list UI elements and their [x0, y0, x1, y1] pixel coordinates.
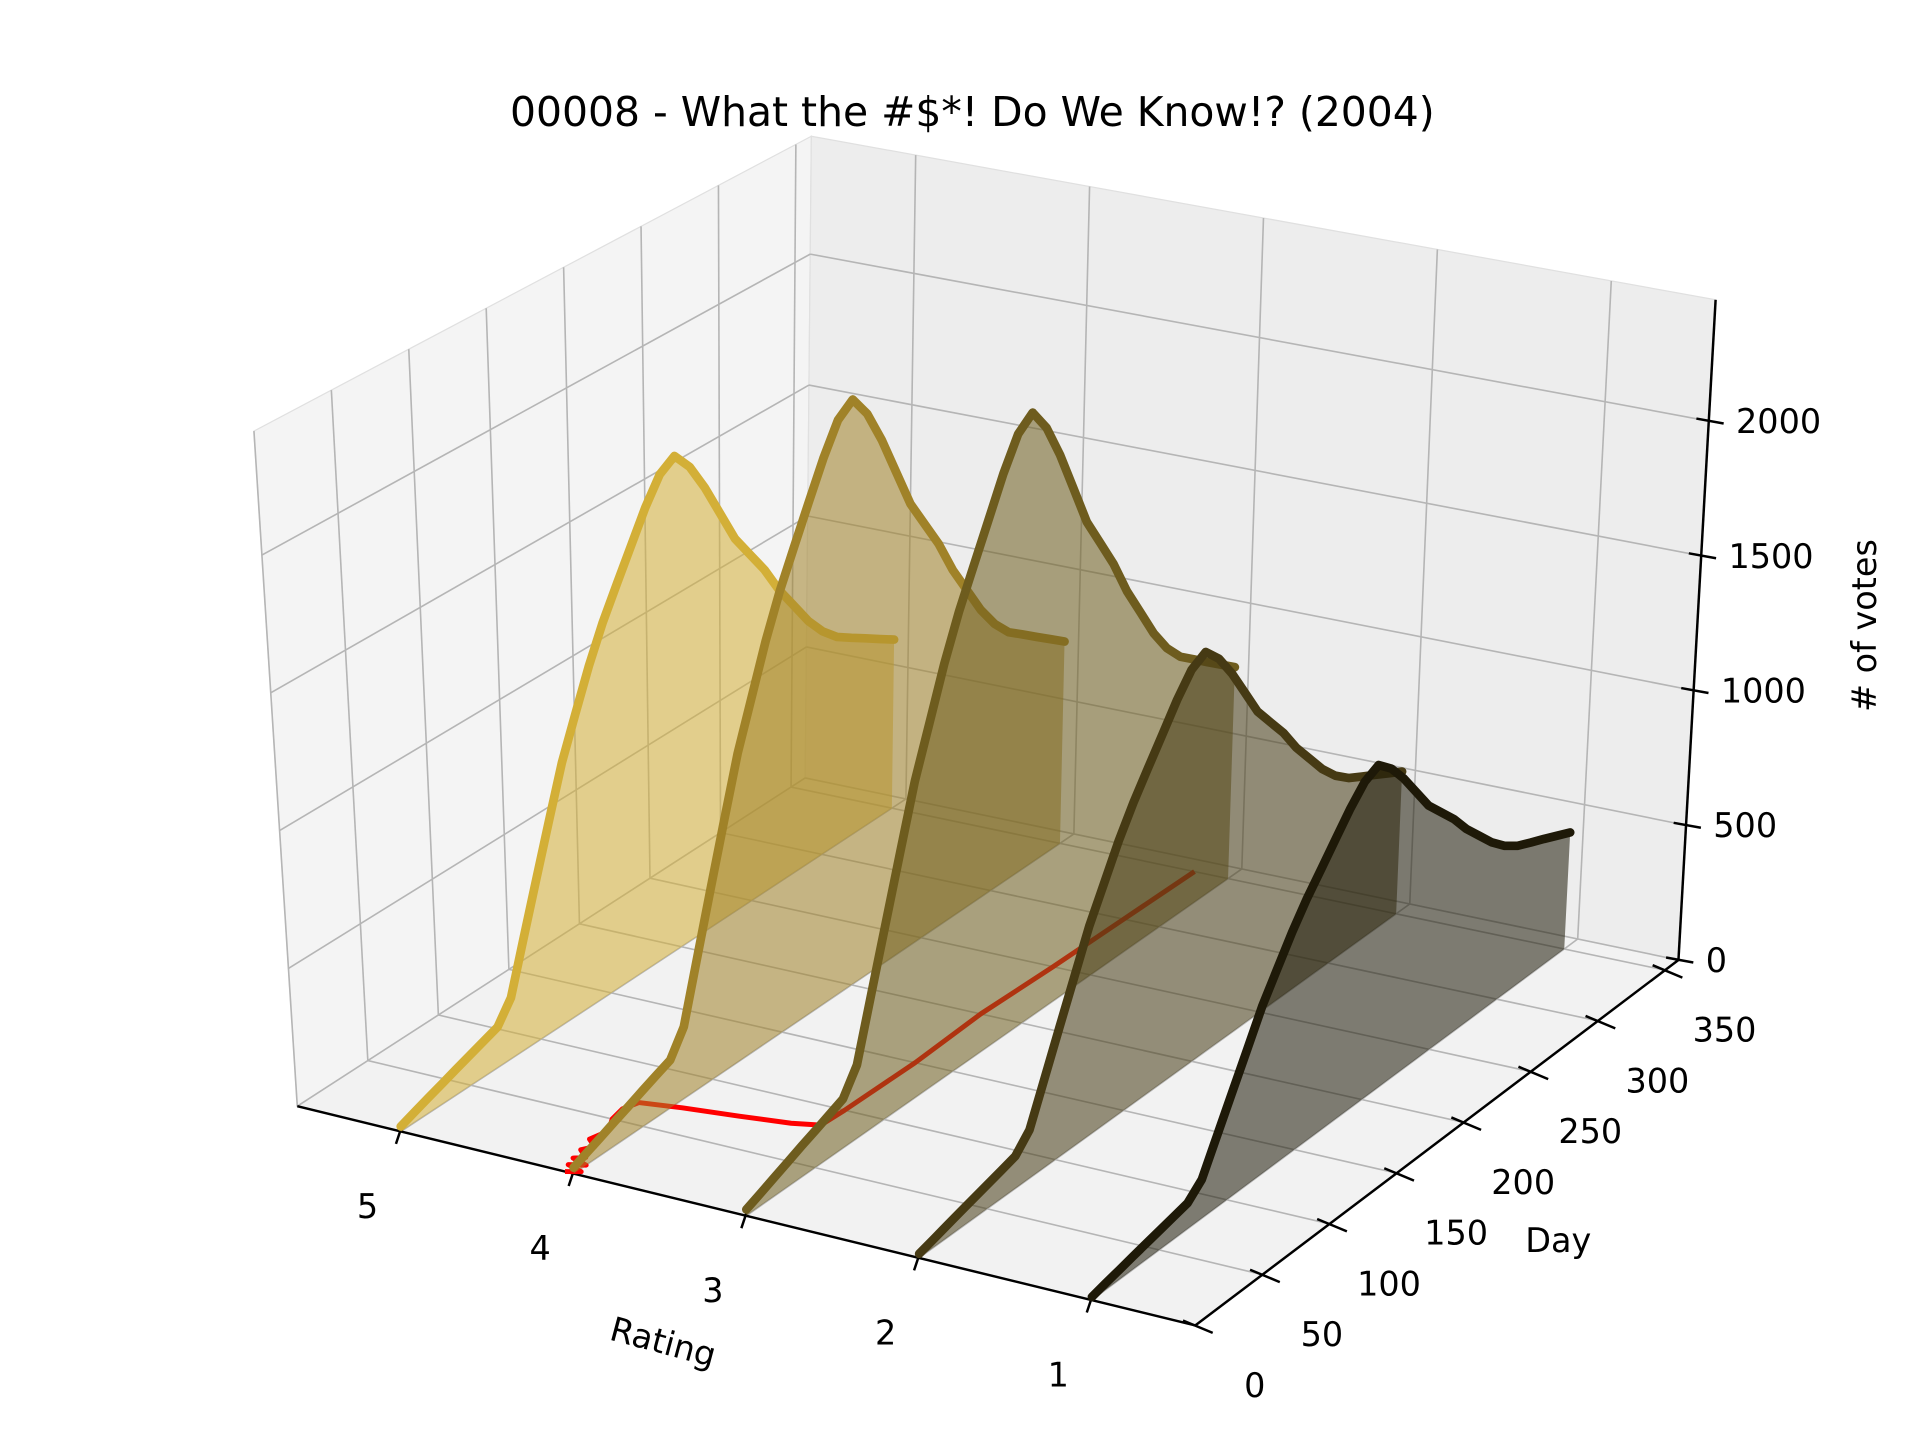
- z-tick-label: 0: [1706, 941, 1727, 980]
- y-tick: [1182, 1319, 1214, 1334]
- x-tick-label: 4: [530, 1229, 551, 1268]
- y-tick: [1249, 1268, 1281, 1284]
- grid-line: [485, 308, 510, 970]
- y-tick-label: 100: [1357, 1264, 1421, 1303]
- grid-line: [330, 390, 369, 1061]
- grid-line: [253, 431, 299, 1107]
- y-tick: [1517, 1065, 1549, 1081]
- z-tick-label: 1000: [1721, 671, 1806, 710]
- x-tick-label: 3: [702, 1271, 723, 1310]
- area: [1091, 765, 1571, 1301]
- y-tick: [1450, 1116, 1482, 1131]
- z-tick-label: 500: [1713, 806, 1777, 845]
- y-axis-label: Day: [1525, 1221, 1591, 1260]
- x-tick-label: 1: [1048, 1355, 1069, 1394]
- y-tick-label: 50: [1301, 1315, 1344, 1354]
- series-line: [1087, 760, 1575, 1302]
- y-tick-label: 200: [1491, 1163, 1555, 1202]
- y-tick-label: 350: [1693, 1011, 1757, 1050]
- z-tick: [1665, 956, 1694, 964]
- z-tick-label: 2000: [1736, 402, 1821, 441]
- series-line: [914, 647, 1407, 1259]
- z-tick: [1688, 552, 1717, 560]
- axis-line: [1677, 299, 1717, 961]
- grid-line: [1576, 280, 1613, 940]
- y-tick: [1383, 1167, 1415, 1182]
- y-tick-label: 0: [1244, 1366, 1265, 1405]
- grid-line: [407, 349, 440, 1016]
- z-tick: [1681, 686, 1709, 695]
- chart-title: 00008 - What the #$*! Do We Know!? (2004…: [510, 88, 1435, 136]
- y-tick: [1316, 1217, 1348, 1233]
- y-tick-label: 150: [1424, 1214, 1488, 1253]
- y-tick: [1652, 964, 1683, 979]
- grid-line: [1091, 938, 1579, 1301]
- x-axis-label: Rating: [606, 1309, 720, 1375]
- x-tick-label: 5: [357, 1187, 378, 1226]
- series-line: [741, 408, 1240, 1214]
- y-tick-label: 300: [1625, 1061, 1689, 1100]
- y-tick-label: 250: [1558, 1112, 1622, 1151]
- y-tick: [1585, 1014, 1616, 1030]
- z-tick: [1673, 821, 1702, 829]
- z-tick: [1696, 417, 1724, 425]
- z-tick-label: 1500: [1728, 537, 1813, 576]
- z-axis-label: # of votes: [1845, 539, 1884, 712]
- x-tick-label: 2: [875, 1313, 896, 1352]
